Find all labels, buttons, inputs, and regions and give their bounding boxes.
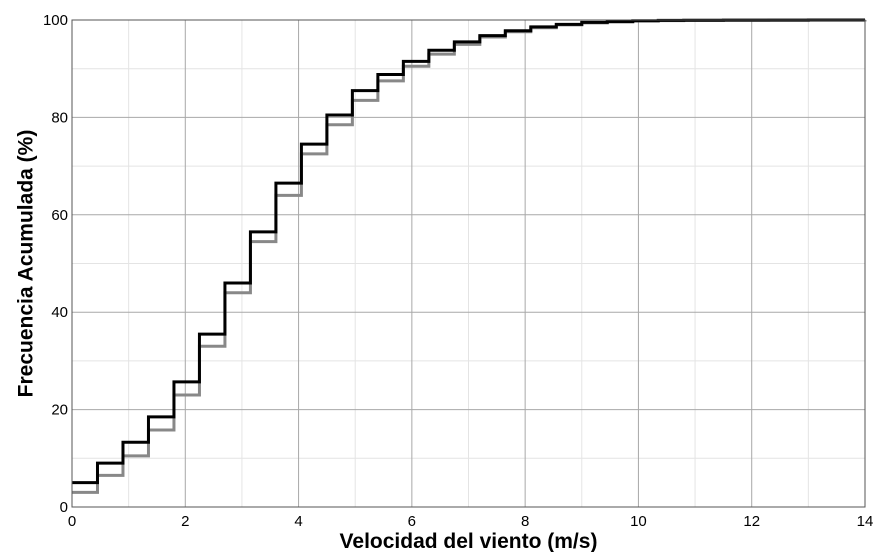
- y-tick-label: 100: [43, 12, 68, 29]
- x-tick-label: 10: [630, 513, 647, 530]
- x-tick-labels: 0 2 4 6 8 10 12 14: [68, 513, 874, 530]
- x-axis-title: Velocidad del viento (m/s): [340, 530, 598, 552]
- y-tick-labels: 0 20 40 60 80 100: [43, 12, 68, 516]
- y-tick-label: 0: [60, 499, 68, 516]
- x-tick-label: 8: [521, 513, 529, 530]
- x-tick-label: 14: [857, 513, 874, 530]
- x-tick-label: 0: [68, 513, 76, 530]
- grid: [71, 19, 866, 508]
- y-axis-title: Frecuencia Acumulada (%): [15, 130, 38, 398]
- x-tick-label: 6: [408, 513, 416, 530]
- x-tick-label: 2: [181, 513, 189, 530]
- x-tick-label: 12: [743, 513, 760, 530]
- y-tick-label: 40: [51, 304, 68, 321]
- y-tick-label: 80: [51, 109, 68, 126]
- y-tick-label: 20: [51, 402, 68, 419]
- y-tick-label: 60: [51, 207, 68, 224]
- plot-frame: [71, 19, 866, 508]
- x-tick-label: 4: [294, 513, 302, 530]
